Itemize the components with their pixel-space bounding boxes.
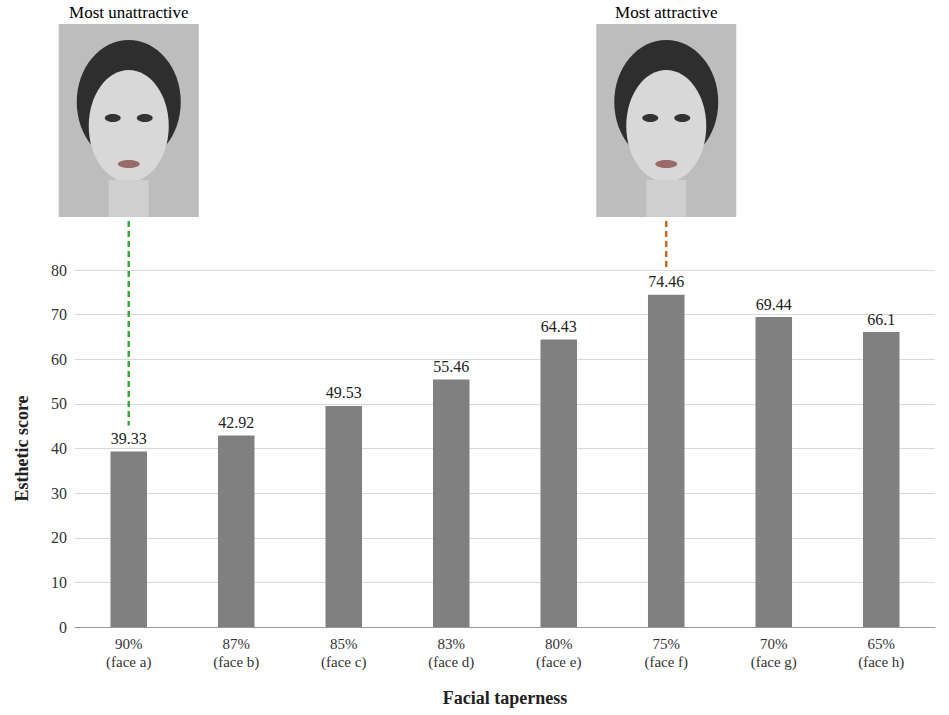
svg-text:42.92: 42.92 xyxy=(218,414,254,431)
svg-text:80: 80 xyxy=(51,262,67,279)
svg-text:87%: 87% xyxy=(223,636,251,652)
svg-text:40: 40 xyxy=(51,440,67,457)
svg-text:85%: 85% xyxy=(330,636,358,652)
svg-text:83%: 83% xyxy=(438,636,466,652)
svg-text:70: 70 xyxy=(51,306,67,323)
svg-text:Most attractive: Most attractive xyxy=(615,3,717,22)
svg-text:50: 50 xyxy=(51,395,67,412)
svg-text:Most unattractive: Most unattractive xyxy=(69,3,188,22)
svg-text:(face e): (face e) xyxy=(536,654,581,671)
svg-text:20: 20 xyxy=(51,529,67,546)
svg-text:66.1: 66.1 xyxy=(867,311,895,328)
svg-text:69.44: 69.44 xyxy=(756,296,792,313)
svg-text:74.46: 74.46 xyxy=(648,273,684,290)
svg-text:(face b): (face b) xyxy=(213,654,259,671)
svg-text:75%: 75% xyxy=(653,636,681,652)
svg-text:(face h): (face h) xyxy=(858,654,904,671)
svg-text:10: 10 xyxy=(51,574,67,591)
svg-text:60: 60 xyxy=(51,351,67,368)
svg-text:Esthetic score: Esthetic score xyxy=(12,395,32,501)
svg-text:Facial taperness: Facial taperness xyxy=(443,688,567,708)
svg-text:(face g): (face g) xyxy=(751,654,797,671)
svg-text:49.53: 49.53 xyxy=(326,384,362,401)
svg-text:(face a): (face a) xyxy=(106,654,151,671)
svg-text:0: 0 xyxy=(59,619,67,636)
svg-text:64.43: 64.43 xyxy=(541,318,577,335)
svg-text:30: 30 xyxy=(51,485,67,502)
svg-text:(face c): (face c) xyxy=(321,654,366,671)
svg-text:90%: 90% xyxy=(115,636,143,652)
svg-text:(face d): (face d) xyxy=(428,654,474,671)
svg-text:55.46: 55.46 xyxy=(433,358,469,375)
svg-text:39.33: 39.33 xyxy=(111,430,147,447)
svg-text:70%: 70% xyxy=(760,636,788,652)
svg-text:80%: 80% xyxy=(545,636,573,652)
svg-text:(face f): (face f) xyxy=(644,654,688,671)
svg-text:65%: 65% xyxy=(868,636,896,652)
